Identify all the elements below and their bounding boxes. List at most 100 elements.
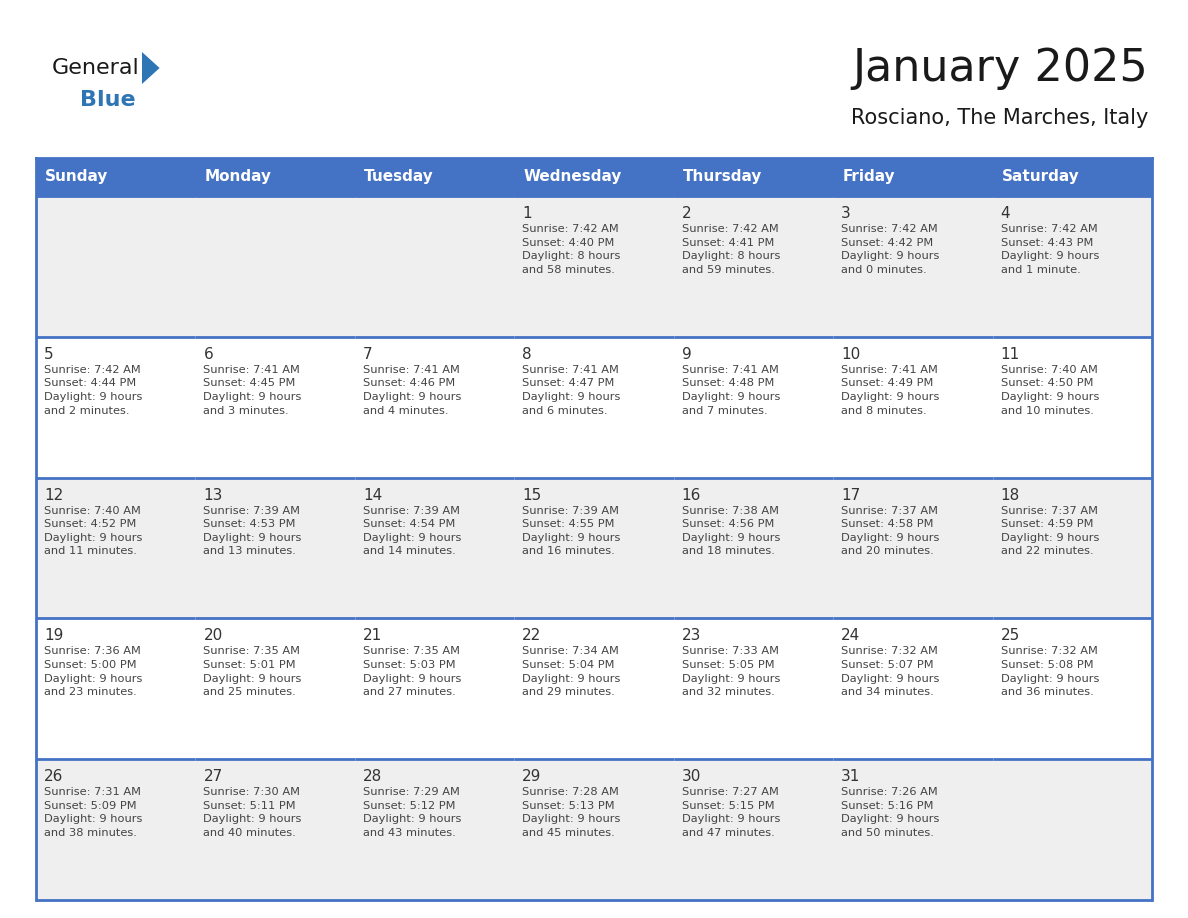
Text: Sunrise: 7:35 AM
Sunset: 5:01 PM
Daylight: 9 hours
and 25 minutes.: Sunrise: 7:35 AM Sunset: 5:01 PM Dayligh…	[203, 646, 302, 697]
Text: Monday: Monday	[204, 170, 271, 185]
Bar	[514, 196, 674, 337]
Bar	[196, 196, 355, 337]
Bar	[355, 196, 514, 337]
Bar	[196, 759, 355, 900]
Text: 14: 14	[362, 487, 383, 502]
Bar	[992, 337, 1152, 477]
Text: 8: 8	[523, 347, 532, 362]
Text: Sunrise: 7:39 AM
Sunset: 4:54 PM
Daylight: 9 hours
and 14 minutes.: Sunrise: 7:39 AM Sunset: 4:54 PM Dayligh…	[362, 506, 461, 556]
Text: Sunrise: 7:41 AM
Sunset: 4:47 PM
Daylight: 9 hours
and 6 minutes.: Sunrise: 7:41 AM Sunset: 4:47 PM Dayligh…	[523, 364, 620, 416]
Text: General: General	[52, 58, 140, 78]
Text: Sunrise: 7:36 AM
Sunset: 5:00 PM
Daylight: 9 hours
and 23 minutes.: Sunrise: 7:36 AM Sunset: 5:00 PM Dayligh…	[44, 646, 143, 697]
Text: Sunrise: 7:37 AM
Sunset: 4:58 PM
Daylight: 9 hours
and 20 minutes.: Sunrise: 7:37 AM Sunset: 4:58 PM Dayligh…	[841, 506, 940, 556]
Bar	[36, 337, 196, 477]
Text: Sunrise: 7:41 AM
Sunset: 4:48 PM
Daylight: 9 hours
and 7 minutes.: Sunrise: 7:41 AM Sunset: 4:48 PM Dayligh…	[682, 364, 781, 416]
Text: Sunrise: 7:42 AM
Sunset: 4:44 PM
Daylight: 9 hours
and 2 minutes.: Sunrise: 7:42 AM Sunset: 4:44 PM Dayligh…	[44, 364, 143, 416]
Text: 20: 20	[203, 629, 222, 644]
Bar	[36, 477, 196, 619]
Bar	[514, 337, 674, 477]
Bar	[196, 619, 355, 759]
Text: Sunrise: 7:31 AM
Sunset: 5:09 PM
Daylight: 9 hours
and 38 minutes.: Sunrise: 7:31 AM Sunset: 5:09 PM Dayligh…	[44, 788, 143, 838]
Text: 6: 6	[203, 347, 213, 362]
Text: Tuesday: Tuesday	[364, 170, 434, 185]
Text: 4: 4	[1000, 206, 1010, 221]
Text: 26: 26	[44, 769, 63, 784]
Bar	[514, 619, 674, 759]
Text: 7: 7	[362, 347, 373, 362]
Bar	[674, 158, 833, 196]
Text: Sunrise: 7:39 AM
Sunset: 4:55 PM
Daylight: 9 hours
and 16 minutes.: Sunrise: 7:39 AM Sunset: 4:55 PM Dayligh…	[523, 506, 620, 556]
Text: 22: 22	[523, 629, 542, 644]
Text: Sunrise: 7:35 AM
Sunset: 5:03 PM
Daylight: 9 hours
and 27 minutes.: Sunrise: 7:35 AM Sunset: 5:03 PM Dayligh…	[362, 646, 461, 697]
Text: Blue: Blue	[80, 90, 135, 110]
Text: 2: 2	[682, 206, 691, 221]
Text: 21: 21	[362, 629, 383, 644]
Text: Sunrise: 7:28 AM
Sunset: 5:13 PM
Daylight: 9 hours
and 45 minutes.: Sunrise: 7:28 AM Sunset: 5:13 PM Dayligh…	[523, 788, 620, 838]
Text: Sunrise: 7:42 AM
Sunset: 4:43 PM
Daylight: 9 hours
and 1 minute.: Sunrise: 7:42 AM Sunset: 4:43 PM Dayligh…	[1000, 224, 1099, 274]
Text: 15: 15	[523, 487, 542, 502]
Text: Sunrise: 7:39 AM
Sunset: 4:53 PM
Daylight: 9 hours
and 13 minutes.: Sunrise: 7:39 AM Sunset: 4:53 PM Dayligh…	[203, 506, 302, 556]
Text: 12: 12	[44, 487, 63, 502]
Bar	[674, 196, 833, 337]
Text: Rosciano, The Marches, Italy: Rosciano, The Marches, Italy	[851, 108, 1148, 128]
Bar	[674, 759, 833, 900]
Text: Sunrise: 7:26 AM
Sunset: 5:16 PM
Daylight: 9 hours
and 50 minutes.: Sunrise: 7:26 AM Sunset: 5:16 PM Dayligh…	[841, 788, 940, 838]
Text: Sunrise: 7:33 AM
Sunset: 5:05 PM
Daylight: 9 hours
and 32 minutes.: Sunrise: 7:33 AM Sunset: 5:05 PM Dayligh…	[682, 646, 781, 697]
Text: Sunrise: 7:32 AM
Sunset: 5:07 PM
Daylight: 9 hours
and 34 minutes.: Sunrise: 7:32 AM Sunset: 5:07 PM Dayligh…	[841, 646, 940, 697]
Text: Sunrise: 7:41 AM
Sunset: 4:49 PM
Daylight: 9 hours
and 8 minutes.: Sunrise: 7:41 AM Sunset: 4:49 PM Dayligh…	[841, 364, 940, 416]
Text: 13: 13	[203, 487, 223, 502]
Text: Sunrise: 7:29 AM
Sunset: 5:12 PM
Daylight: 9 hours
and 43 minutes.: Sunrise: 7:29 AM Sunset: 5:12 PM Dayligh…	[362, 788, 461, 838]
Text: Sunrise: 7:34 AM
Sunset: 5:04 PM
Daylight: 9 hours
and 29 minutes.: Sunrise: 7:34 AM Sunset: 5:04 PM Dayligh…	[523, 646, 620, 697]
Text: Sunrise: 7:42 AM
Sunset: 4:40 PM
Daylight: 8 hours
and 58 minutes.: Sunrise: 7:42 AM Sunset: 4:40 PM Dayligh…	[523, 224, 620, 274]
Text: 9: 9	[682, 347, 691, 362]
Bar	[674, 337, 833, 477]
Bar	[36, 196, 196, 337]
Bar	[514, 158, 674, 196]
Text: 5: 5	[44, 347, 53, 362]
Text: Sunrise: 7:32 AM
Sunset: 5:08 PM
Daylight: 9 hours
and 36 minutes.: Sunrise: 7:32 AM Sunset: 5:08 PM Dayligh…	[1000, 646, 1099, 697]
Text: 29: 29	[523, 769, 542, 784]
Text: 16: 16	[682, 487, 701, 502]
Text: 27: 27	[203, 769, 222, 784]
Text: 19: 19	[44, 629, 63, 644]
Bar	[992, 158, 1152, 196]
Text: 24: 24	[841, 629, 860, 644]
Bar	[833, 337, 992, 477]
Text: Sunday: Sunday	[45, 170, 108, 185]
Bar	[36, 158, 196, 196]
Text: 10: 10	[841, 347, 860, 362]
Text: Sunrise: 7:41 AM
Sunset: 4:45 PM
Daylight: 9 hours
and 3 minutes.: Sunrise: 7:41 AM Sunset: 4:45 PM Dayligh…	[203, 364, 302, 416]
Text: Sunrise: 7:30 AM
Sunset: 5:11 PM
Daylight: 9 hours
and 40 minutes.: Sunrise: 7:30 AM Sunset: 5:11 PM Dayligh…	[203, 788, 302, 838]
Bar	[514, 477, 674, 619]
Text: Wednesday: Wednesday	[523, 170, 621, 185]
Bar	[355, 158, 514, 196]
Text: 1: 1	[523, 206, 532, 221]
Bar	[833, 759, 992, 900]
Text: Thursday: Thursday	[683, 170, 762, 185]
Text: 28: 28	[362, 769, 383, 784]
Text: Sunrise: 7:41 AM
Sunset: 4:46 PM
Daylight: 9 hours
and 4 minutes.: Sunrise: 7:41 AM Sunset: 4:46 PM Dayligh…	[362, 364, 461, 416]
Text: Saturday: Saturday	[1001, 170, 1080, 185]
Bar	[992, 759, 1152, 900]
Text: 18: 18	[1000, 487, 1019, 502]
Text: 23: 23	[682, 629, 701, 644]
Bar	[833, 477, 992, 619]
Text: Sunrise: 7:42 AM
Sunset: 4:42 PM
Daylight: 9 hours
and 0 minutes.: Sunrise: 7:42 AM Sunset: 4:42 PM Dayligh…	[841, 224, 940, 274]
Bar	[514, 759, 674, 900]
Text: 11: 11	[1000, 347, 1019, 362]
Text: 31: 31	[841, 769, 860, 784]
Text: January 2025: January 2025	[852, 47, 1148, 89]
Bar	[36, 759, 196, 900]
Bar	[674, 477, 833, 619]
Bar	[36, 619, 196, 759]
Text: Sunrise: 7:42 AM
Sunset: 4:41 PM
Daylight: 8 hours
and 59 minutes.: Sunrise: 7:42 AM Sunset: 4:41 PM Dayligh…	[682, 224, 781, 274]
Bar	[355, 477, 514, 619]
Bar	[196, 477, 355, 619]
Bar	[833, 158, 992, 196]
Bar	[833, 196, 992, 337]
Bar	[992, 477, 1152, 619]
Text: Sunrise: 7:38 AM
Sunset: 4:56 PM
Daylight: 9 hours
and 18 minutes.: Sunrise: 7:38 AM Sunset: 4:56 PM Dayligh…	[682, 506, 781, 556]
Text: 30: 30	[682, 769, 701, 784]
Text: Sunrise: 7:40 AM
Sunset: 4:52 PM
Daylight: 9 hours
and 11 minutes.: Sunrise: 7:40 AM Sunset: 4:52 PM Dayligh…	[44, 506, 143, 556]
Text: Sunrise: 7:37 AM
Sunset: 4:59 PM
Daylight: 9 hours
and 22 minutes.: Sunrise: 7:37 AM Sunset: 4:59 PM Dayligh…	[1000, 506, 1099, 556]
